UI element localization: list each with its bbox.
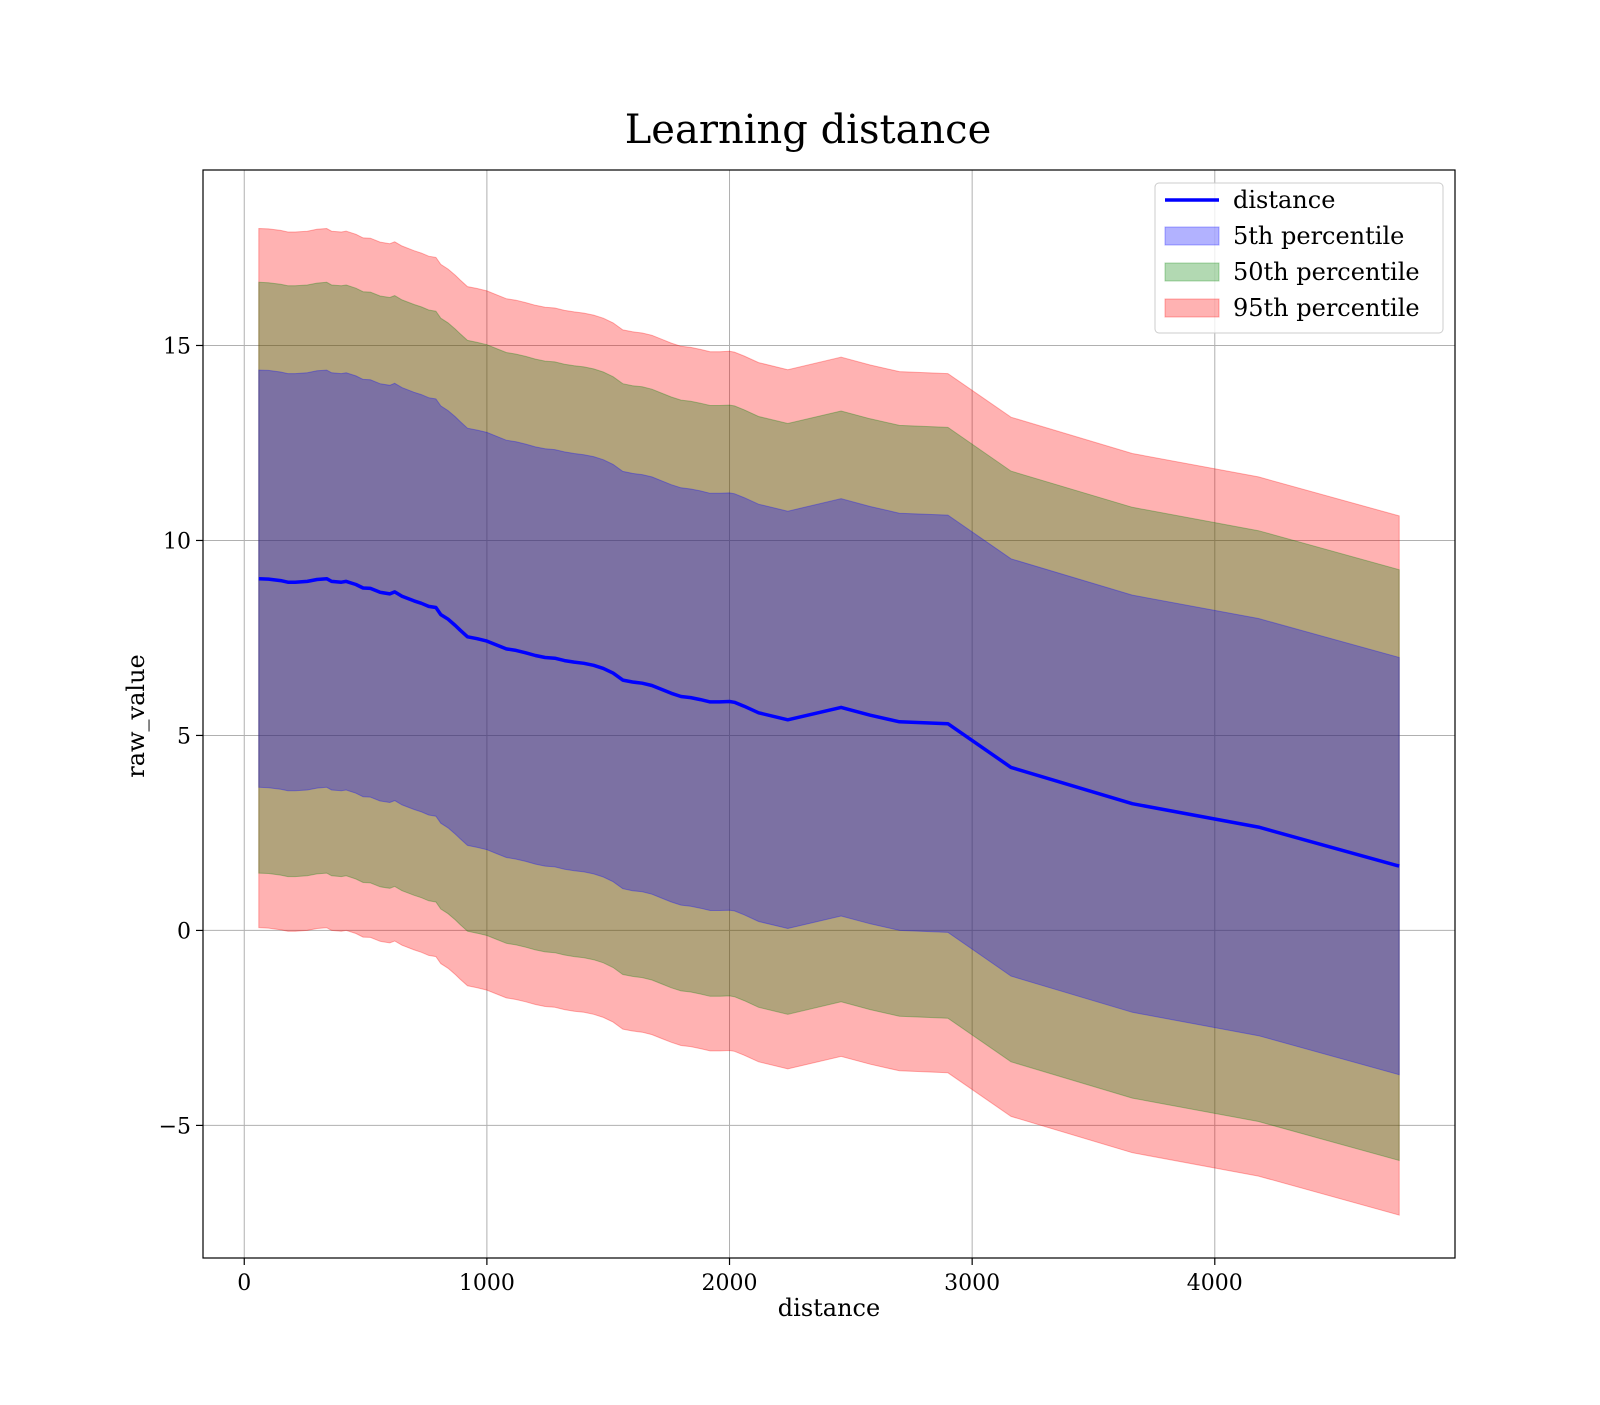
- legend-label-95th-percentile: 95th percentile: [1233, 294, 1420, 322]
- y-axis-label: raw_value: [122, 654, 150, 778]
- y-tick-label: −5: [159, 1114, 191, 1139]
- legend-swatch-5th-percentile: [1164, 226, 1220, 246]
- x-tick-label: 3000: [944, 1271, 1000, 1296]
- band-50th-percentile: [258, 281, 1400, 1162]
- legend-box: [1154, 182, 1444, 334]
- x-tick-label: 0: [237, 1271, 251, 1296]
- distance-line-layer: [258, 576, 1400, 868]
- axis-ticks: 0 1000 2000 3000 4000 −5 0 5 10 15: [159, 334, 1243, 1296]
- y-tick-label: 0: [177, 919, 191, 944]
- plot-frame: [202, 169, 1456, 1259]
- x-tick-label: 4000: [1187, 1271, 1243, 1296]
- band-95th-percentile: [258, 227, 1400, 1216]
- band-5th-percentile: [258, 369, 1400, 1076]
- y-tick-label: 5: [177, 724, 191, 749]
- legend-swatch-95th-percentile: [1164, 298, 1220, 318]
- legend: distance 5th percentile 50th percentile 95t…: [1154, 182, 1444, 334]
- y-tick-label: 10: [163, 529, 191, 554]
- legend-label-5th-percentile: 5th percentile: [1233, 222, 1404, 250]
- legend-label-distance: distance: [1233, 186, 1335, 214]
- legend-swatch-50th-percentile: [1164, 262, 1220, 282]
- x-tick-label: 1000: [459, 1271, 515, 1296]
- series-line-distance: [258, 576, 1400, 868]
- y-tick-label: 15: [163, 334, 191, 359]
- x-axis-label: distance: [778, 1294, 880, 1322]
- chart-title: Learning distance: [625, 107, 992, 153]
- grid-lines: [203, 170, 1455, 1258]
- x-tick-label: 2000: [702, 1271, 758, 1296]
- legend-label-50th-percentile: 50th percentile: [1233, 258, 1420, 286]
- percentile-bands: [258, 227, 1400, 1216]
